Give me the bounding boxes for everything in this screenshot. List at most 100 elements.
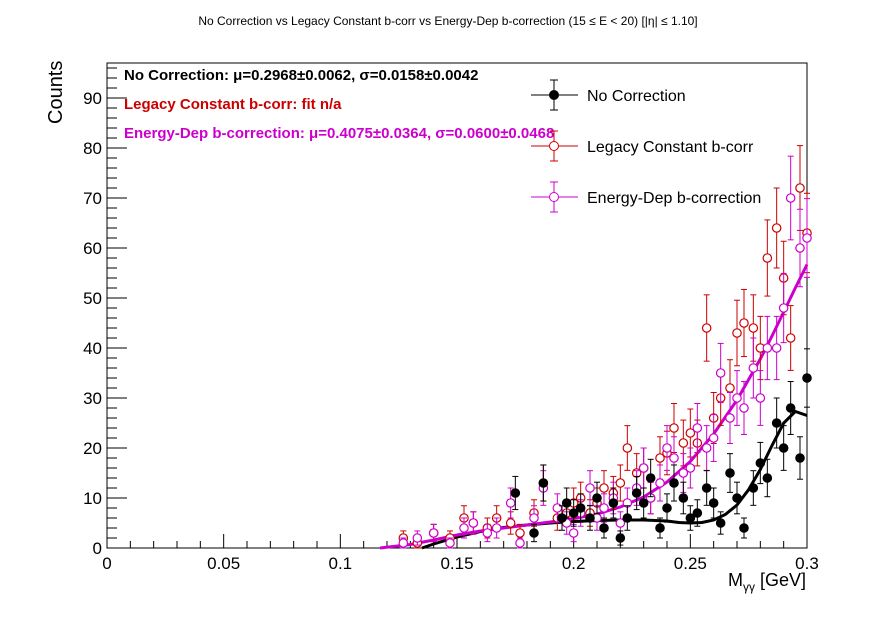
data-points (398, 145, 812, 549)
data-point (748, 323, 759, 333)
y-tick-label: 70 (83, 189, 102, 208)
data-point (631, 488, 642, 498)
data-point (748, 363, 759, 373)
legend-item-energy-dep: Energy-Dep b-correction (531, 181, 761, 213)
data-point (585, 513, 595, 523)
data-point (662, 503, 672, 513)
data-point (678, 468, 689, 478)
annotation-no-correction: No Correction: μ=0.2968±0.0062, σ=0.0158… (124, 67, 478, 84)
x-tick-label: 0.05 (207, 554, 240, 573)
series-2 (398, 155, 812, 549)
axes: 0 0.05 0.1 0.15 0.2 0.25 0.3 0 10 20 30 40 50 60 70 80 9… (83, 67, 819, 573)
data-point (638, 463, 649, 473)
data-point (669, 478, 679, 488)
y-tick-label: 20 (83, 439, 102, 458)
legend: No Correction Legacy Constant b-corr Ene… (531, 79, 761, 213)
data-point (662, 443, 672, 453)
legend-label-no-correction: No Correction (587, 88, 686, 105)
data-point (708, 433, 719, 443)
data-point (428, 528, 439, 538)
data-point (615, 518, 626, 528)
data-point (552, 503, 563, 513)
data-point (669, 423, 679, 433)
data-point (755, 458, 766, 468)
data-point (762, 253, 773, 263)
data-point (491, 523, 502, 533)
data-point (685, 463, 696, 473)
data-point (482, 528, 493, 538)
x-axis-label: Mγγ [GeV] (728, 570, 806, 594)
data-point (755, 393, 766, 403)
data-point (732, 493, 742, 503)
y-axis-label: Counts (45, 61, 67, 124)
y-tick-label: 30 (83, 389, 102, 408)
legend-marker-no-correction (549, 90, 559, 100)
data-point (778, 443, 789, 453)
data-point (592, 493, 602, 503)
data-point (771, 418, 782, 428)
data-point (725, 413, 735, 423)
data-point (638, 498, 649, 508)
data-point (701, 323, 712, 333)
annotation-energy-dep: Energy-Dep b-correction: μ=0.4075±0.0364… (124, 125, 554, 142)
series-0 (510, 348, 812, 546)
data-point (515, 528, 525, 538)
data-point (615, 478, 626, 488)
data-point (655, 523, 665, 533)
stats-annotations: No Correction: μ=0.2968±0.0062, σ=0.0158… (124, 67, 554, 142)
legend-item-legacy: Legacy Constant b-corr (531, 130, 754, 162)
data-point (685, 428, 696, 438)
data-point (655, 453, 665, 463)
fit-curve-no-correction (421, 409, 808, 550)
x-tick-label: 0 (102, 554, 111, 573)
data-point (732, 393, 742, 403)
data-point (778, 303, 789, 313)
data-point (739, 318, 749, 328)
data-point (608, 498, 619, 508)
data-point (785, 333, 796, 343)
data-point (795, 243, 805, 253)
data-point (645, 473, 656, 483)
x-tick-label: 0.1 (329, 554, 353, 573)
legend-item-no-correction: No Correction (531, 79, 686, 111)
data-point (802, 233, 812, 243)
data-point (785, 193, 796, 203)
y-tick-label: 40 (83, 339, 102, 358)
data-point (615, 533, 626, 543)
data-point (771, 223, 782, 233)
legend-marker-legacy (549, 141, 559, 151)
data-point (739, 523, 749, 533)
data-point (715, 368, 726, 378)
y-tick-label: 60 (83, 239, 102, 258)
data-point (762, 343, 773, 353)
data-point (568, 528, 579, 538)
data-point (412, 533, 423, 543)
annotation-legacy: Legacy Constant b-corr: fit n/a (124, 96, 342, 113)
data-point (785, 403, 796, 413)
data-point (708, 498, 719, 508)
data-point (725, 383, 735, 393)
data-point (678, 438, 689, 448)
legend-label-legacy: Legacy Constant b-corr (587, 139, 754, 156)
legend-label-energy-dep: Energy-Dep b-correction (587, 190, 761, 207)
y-tick-label: 50 (83, 289, 102, 308)
data-point (802, 373, 812, 383)
data-point (655, 478, 665, 488)
data-point (739, 403, 749, 413)
y-tick-label: 0 (93, 539, 102, 558)
data-point (692, 508, 703, 518)
x-tick-label: 0.3 (795, 554, 819, 573)
x-tick-label: 0.15 (440, 554, 473, 573)
data-point (771, 343, 782, 353)
data-point (599, 483, 609, 493)
data-point (678, 493, 689, 503)
data-point (725, 468, 735, 478)
data-point (685, 513, 696, 523)
data-point (398, 538, 409, 548)
data-point (529, 513, 539, 523)
data-point (762, 473, 773, 483)
data-point (505, 498, 516, 508)
chart-title: No Correction vs Legacy Constant b-corr … (198, 14, 697, 28)
y-tick-label: 90 (83, 89, 102, 108)
data-point (538, 478, 549, 488)
